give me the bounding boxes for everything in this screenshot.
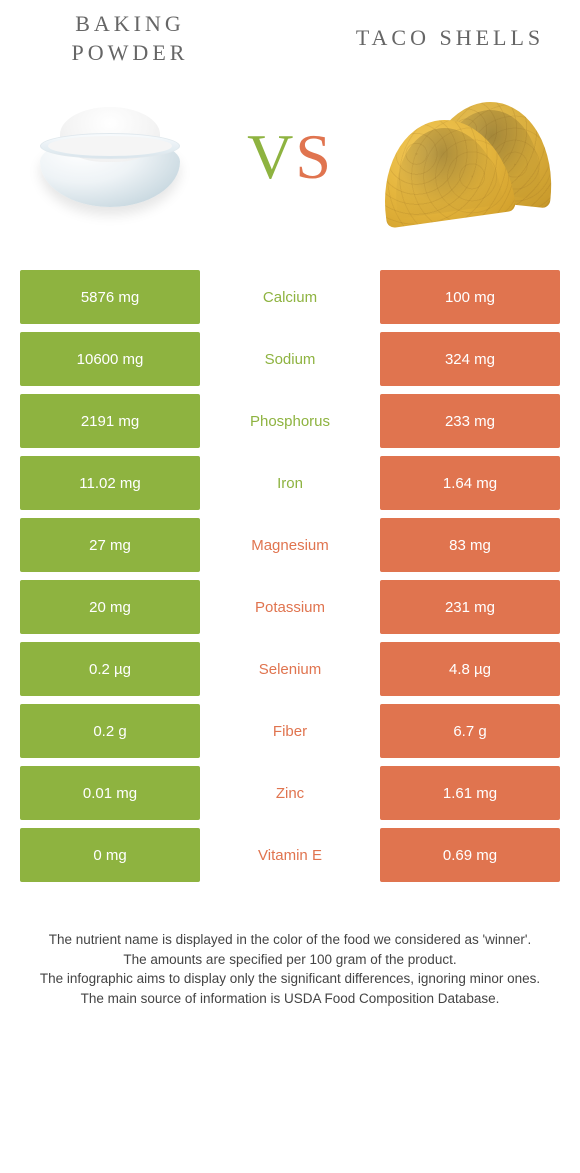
- left-value: 10600 mg: [20, 332, 200, 386]
- left-value: 20 mg: [20, 580, 200, 634]
- right-value: 6.7 g: [380, 704, 560, 758]
- title-left-line2: POWDER: [72, 40, 189, 65]
- footer-line-2: The amounts are specified per 100 gram o…: [30, 950, 550, 970]
- left-value: 5876 mg: [20, 270, 200, 324]
- right-value: 0.69 mg: [380, 828, 560, 882]
- table-row: 5876 mgCalcium100 mg: [20, 270, 560, 324]
- images-row: VS: [0, 67, 580, 262]
- nutrient-name: Calcium: [200, 270, 380, 324]
- baking-powder-image: [20, 82, 200, 232]
- nutrient-name: Phosphorus: [200, 394, 380, 448]
- table-row: 27 mgMagnesium83 mg: [20, 518, 560, 572]
- left-value: 11.02 mg: [20, 456, 200, 510]
- vs-label: VS: [247, 120, 333, 194]
- nutrient-name: Sodium: [200, 332, 380, 386]
- title-right: TACO SHELLS: [350, 24, 550, 53]
- nutrient-name: Fiber: [200, 704, 380, 758]
- left-value: 0.2 µg: [20, 642, 200, 696]
- left-value: 0 mg: [20, 828, 200, 882]
- right-value: 1.64 mg: [380, 456, 560, 510]
- right-value: 4.8 µg: [380, 642, 560, 696]
- nutrient-name: Selenium: [200, 642, 380, 696]
- left-value: 2191 mg: [20, 394, 200, 448]
- left-value: 0.2 g: [20, 704, 200, 758]
- right-value: 324 mg: [380, 332, 560, 386]
- nutrient-table: 5876 mgCalcium100 mg 10600 mgSodium324 mg…: [20, 262, 560, 890]
- nutrient-name: Vitamin E: [200, 828, 380, 882]
- table-row: 0.2 gFiber6.7 g: [20, 704, 560, 758]
- nutrient-name: Iron: [200, 456, 380, 510]
- title-left-line1: BAKING: [75, 11, 185, 36]
- right-value: 1.61 mg: [380, 766, 560, 820]
- vs-s: S: [295, 121, 333, 192]
- table-row: 0 mgVitamin E0.69 mg: [20, 828, 560, 882]
- table-row: 0.2 µgSelenium4.8 µg: [20, 642, 560, 696]
- title-left: BAKING POWDER: [30, 10, 230, 67]
- left-value: 0.01 mg: [20, 766, 200, 820]
- footer-notes: The nutrient name is displayed in the co…: [0, 890, 580, 1038]
- footer-line-4: The main source of information is USDA F…: [30, 989, 550, 1009]
- footer-line-1: The nutrient name is displayed in the co…: [30, 930, 550, 950]
- footer-line-3: The infographic aims to display only the…: [30, 969, 550, 989]
- right-value: 231 mg: [380, 580, 560, 634]
- left-value: 27 mg: [20, 518, 200, 572]
- table-row: 10600 mgSodium324 mg: [20, 332, 560, 386]
- right-value: 83 mg: [380, 518, 560, 572]
- vs-v: V: [247, 121, 295, 192]
- nutrient-name: Zinc: [200, 766, 380, 820]
- nutrient-name: Potassium: [200, 580, 380, 634]
- right-value: 233 mg: [380, 394, 560, 448]
- header: BAKING POWDER TACO SHELLS: [0, 0, 580, 67]
- nutrient-name: Magnesium: [200, 518, 380, 572]
- table-row: 11.02 mgIron1.64 mg: [20, 456, 560, 510]
- right-value: 100 mg: [380, 270, 560, 324]
- taco-shells-image: [380, 82, 560, 232]
- table-row: 2191 mgPhosphorus233 mg: [20, 394, 560, 448]
- table-row: 20 mgPotassium231 mg: [20, 580, 560, 634]
- table-row: 0.01 mgZinc1.61 mg: [20, 766, 560, 820]
